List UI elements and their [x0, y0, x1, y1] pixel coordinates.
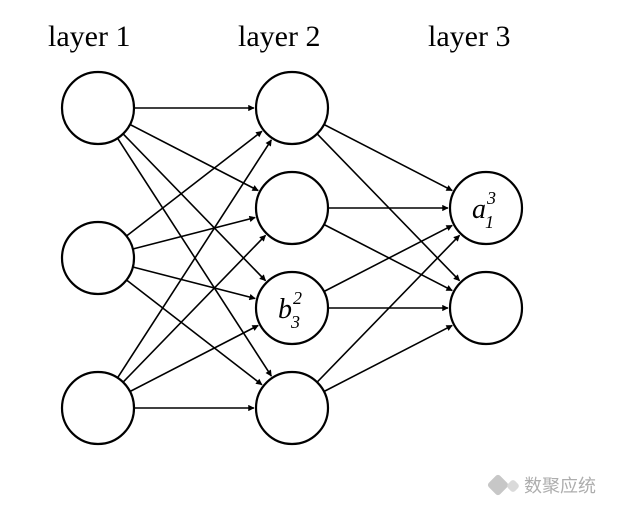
- wechat-icon: [490, 473, 518, 497]
- watermark-text: 数聚应统: [524, 472, 596, 498]
- edge: [324, 225, 452, 291]
- watermark: 数聚应统: [490, 472, 596, 498]
- edge: [130, 124, 258, 190]
- node-l1n2: [62, 222, 134, 294]
- edges-group: [118, 108, 460, 408]
- edge: [324, 224, 452, 290]
- node-l2n1: [256, 72, 328, 144]
- edge: [324, 124, 452, 190]
- edge: [324, 325, 452, 391]
- node-l2n4: [256, 372, 328, 444]
- nodes-group: b23a31: [62, 72, 522, 444]
- edge: [133, 267, 255, 299]
- node-l2n2: [256, 172, 328, 244]
- node-l2n3: [256, 272, 328, 344]
- node-l1n3: [62, 372, 134, 444]
- edge: [118, 140, 272, 378]
- edge: [130, 325, 258, 391]
- network-svg: b23a31: [0, 0, 620, 510]
- node-l3n1: [450, 172, 522, 244]
- edge: [133, 217, 255, 249]
- node-l3n2: [450, 272, 522, 344]
- edge: [118, 138, 272, 376]
- node-l1n1: [62, 72, 134, 144]
